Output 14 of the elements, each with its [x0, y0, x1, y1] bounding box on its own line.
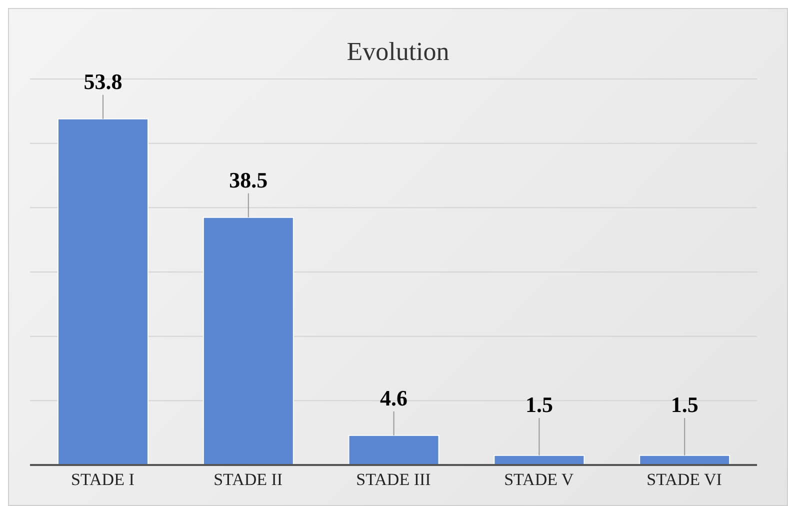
- bar: [58, 118, 148, 465]
- chart-title: Evolution: [346, 37, 450, 67]
- data-label: 38.5: [229, 167, 268, 192]
- x-tick-label: STADE III: [356, 470, 432, 490]
- data-label: 53.8: [84, 68, 122, 94]
- bar: [348, 434, 440, 465]
- data-label: 1.5: [670, 392, 698, 417]
- x-tick-label: STADE V: [504, 470, 574, 490]
- bar: [202, 216, 294, 465]
- x-tick-label: STADE VI: [646, 470, 722, 490]
- x-tick-label: STADE II: [214, 470, 283, 490]
- data-label: 4.6: [380, 385, 408, 410]
- x-tick-label: STADE I: [71, 470, 135, 490]
- data-label: 1.5: [525, 392, 553, 417]
